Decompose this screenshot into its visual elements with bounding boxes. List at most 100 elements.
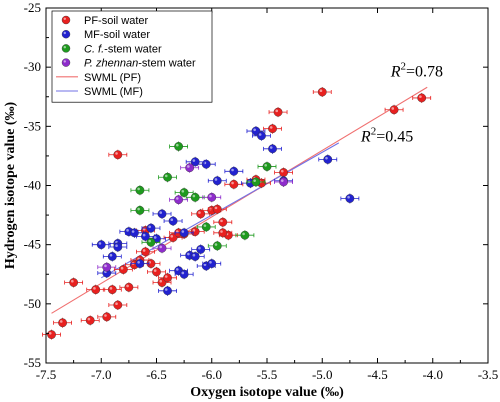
point-marker bbox=[129, 228, 139, 238]
data-point bbox=[274, 176, 293, 187]
point-highlight bbox=[164, 174, 168, 178]
point-marker bbox=[135, 185, 145, 195]
data-point bbox=[119, 226, 139, 237]
data-point bbox=[108, 300, 128, 311]
data-point bbox=[152, 277, 172, 288]
point-marker bbox=[179, 188, 189, 198]
point-highlight bbox=[280, 179, 284, 182]
legend-label: P. zhennan-stem water bbox=[84, 58, 196, 70]
point-marker bbox=[268, 144, 277, 154]
data-point bbox=[158, 285, 177, 296]
y-tick-label: -55 bbox=[24, 355, 41, 370]
point-marker bbox=[323, 155, 333, 164]
point-marker bbox=[389, 105, 399, 115]
point-highlight bbox=[126, 229, 129, 232]
data-point bbox=[141, 223, 161, 234]
point-highlight bbox=[148, 239, 151, 243]
data-point bbox=[213, 227, 233, 238]
point-marker bbox=[190, 227, 200, 237]
point-marker bbox=[118, 265, 128, 274]
point-marker bbox=[163, 172, 172, 182]
point-marker bbox=[229, 166, 239, 176]
point-marker bbox=[279, 177, 288, 187]
point-marker bbox=[157, 243, 167, 253]
legend-entry: MF-soil water bbox=[61, 29, 150, 41]
point-highlight bbox=[209, 194, 212, 198]
point-marker bbox=[102, 312, 112, 322]
data-point bbox=[147, 266, 166, 277]
legend-label: SWML (MF) bbox=[84, 86, 143, 98]
data-point bbox=[318, 154, 338, 165]
data-point bbox=[196, 159, 216, 170]
data-point bbox=[141, 237, 161, 248]
point-marker bbox=[251, 177, 261, 187]
data-point bbox=[257, 161, 277, 172]
data-point bbox=[152, 208, 172, 219]
y-axis-title: Hydrogen isotope value (‰) bbox=[3, 101, 18, 269]
point-marker bbox=[174, 195, 184, 205]
r-squared-label: R2=0.45 bbox=[360, 126, 413, 146]
data-point bbox=[130, 205, 150, 216]
data-point bbox=[169, 194, 189, 205]
point-highlight bbox=[176, 268, 179, 271]
x-tick-label: -4.5 bbox=[367, 367, 388, 382]
data-point bbox=[213, 217, 233, 228]
point-highlight bbox=[391, 107, 395, 110]
data-point bbox=[412, 92, 432, 103]
point-highlight bbox=[153, 269, 157, 272]
point-marker bbox=[179, 269, 189, 279]
point-marker bbox=[113, 242, 123, 252]
y-tick-label: -40 bbox=[24, 178, 41, 193]
legend-marker bbox=[61, 15, 71, 25]
legend-label: C. f.-stem water bbox=[84, 43, 162, 55]
data-point bbox=[64, 277, 84, 288]
legend-marker bbox=[61, 30, 71, 39]
point-highlight bbox=[181, 271, 185, 275]
point-marker bbox=[268, 124, 277, 134]
point-highlight bbox=[192, 159, 196, 162]
data-point bbox=[42, 329, 61, 340]
data-point bbox=[91, 239, 111, 250]
point-highlight bbox=[71, 279, 74, 283]
x-tick-label: -6.0 bbox=[201, 367, 222, 382]
point-highlight bbox=[275, 109, 279, 113]
data-point bbox=[185, 156, 205, 167]
point-marker bbox=[345, 194, 355, 203]
point-highlight bbox=[87, 317, 91, 321]
point-marker bbox=[317, 87, 327, 97]
point-marker bbox=[212, 204, 222, 214]
data-point bbox=[119, 282, 139, 293]
data-point bbox=[263, 143, 282, 154]
data-point bbox=[97, 311, 117, 322]
point-marker bbox=[207, 259, 217, 268]
data-point bbox=[224, 166, 244, 177]
point-highlight bbox=[242, 232, 245, 236]
point-highlight bbox=[269, 126, 273, 129]
point-highlight bbox=[203, 263, 207, 266]
point-marker bbox=[141, 247, 150, 257]
data-point bbox=[185, 192, 205, 203]
point-highlight bbox=[214, 178, 218, 181]
data-point bbox=[169, 141, 189, 152]
point-highlight bbox=[209, 261, 212, 264]
data-point bbox=[196, 221, 216, 232]
point-highlight bbox=[181, 190, 185, 193]
r-squared-label: R2=0.78 bbox=[390, 61, 443, 81]
data-point bbox=[246, 176, 266, 187]
point-highlight bbox=[198, 246, 201, 250]
legend-box bbox=[51, 10, 213, 103]
point-highlight bbox=[280, 169, 284, 173]
point-marker bbox=[257, 131, 266, 141]
x-tick-label: -7.5 bbox=[36, 367, 57, 382]
data-point bbox=[207, 204, 227, 215]
data-point bbox=[102, 251, 122, 262]
point-highlight bbox=[109, 287, 113, 290]
point-marker bbox=[273, 107, 283, 117]
data-point bbox=[174, 269, 194, 280]
point-marker bbox=[135, 259, 145, 268]
data-point bbox=[86, 284, 106, 295]
data-point bbox=[180, 162, 200, 173]
data-point bbox=[102, 284, 122, 295]
point-marker bbox=[196, 244, 206, 254]
point-marker bbox=[163, 273, 172, 283]
